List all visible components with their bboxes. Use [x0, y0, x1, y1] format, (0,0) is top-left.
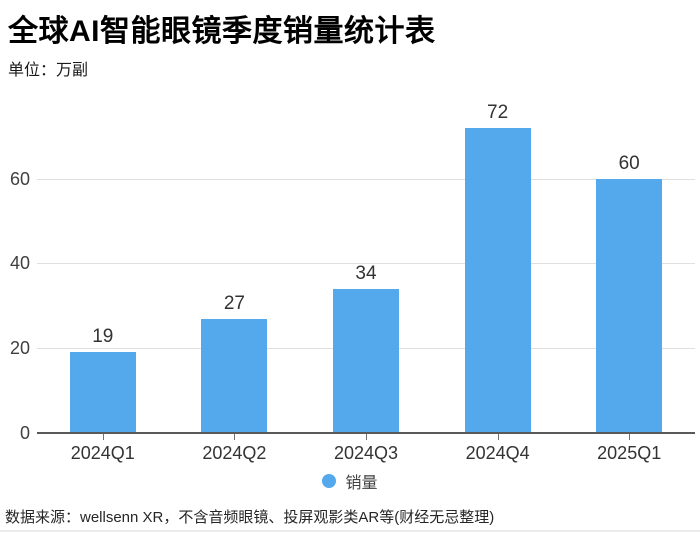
bar-value-label: 27 [223, 292, 245, 314]
unit-label: 单位：万副 [8, 62, 89, 79]
gridline [37, 178, 695, 180]
x-axis-tick [234, 434, 236, 440]
x-axis-tick [102, 434, 104, 440]
bar-value-label: 34 [355, 262, 377, 284]
y-axis-tick-label: 0 [19, 423, 30, 443]
x-axis-line [37, 432, 695, 434]
source-note: 数据来源：wellsenn XR，不含音频眼镜、投屏观影类AR等(财经无忌整理) [5, 509, 495, 526]
bar [333, 288, 399, 433]
bar [201, 318, 268, 433]
x-axis-tick [629, 434, 631, 440]
x-axis-tick [366, 434, 367, 440]
bar-value-label: 60 [618, 152, 640, 174]
legend-label: 销量 [345, 475, 378, 492]
x-axis-tick-label: 2024Q4 [465, 443, 530, 463]
x-axis-tick-label: 2024Q1 [70, 443, 135, 463]
page-title: 全球AI智能眼镜季度销量统计表 [8, 15, 436, 48]
bar-value-label: 72 [487, 101, 509, 123]
x-axis-tick-label: 2025Q1 [597, 443, 662, 463]
x-axis-tick-label: 2024Q2 [202, 443, 267, 463]
legend: 销量 [0, 471, 700, 492]
legend-dot-icon [322, 474, 337, 488]
y-axis-tick-label: 20 [9, 338, 30, 359]
y-axis-tick-label: 60 [9, 168, 30, 189]
bottom-divider [0, 530, 700, 532]
x-axis-tick-label: 2024Q3 [333, 443, 399, 463]
bar [464, 127, 531, 433]
bar [596, 178, 663, 433]
bar [69, 352, 136, 433]
y-axis-tick-label: 40 [9, 253, 30, 274]
bar-value-label: 19 [92, 326, 114, 348]
x-axis-tick [497, 434, 499, 440]
gridline [37, 263, 695, 265]
